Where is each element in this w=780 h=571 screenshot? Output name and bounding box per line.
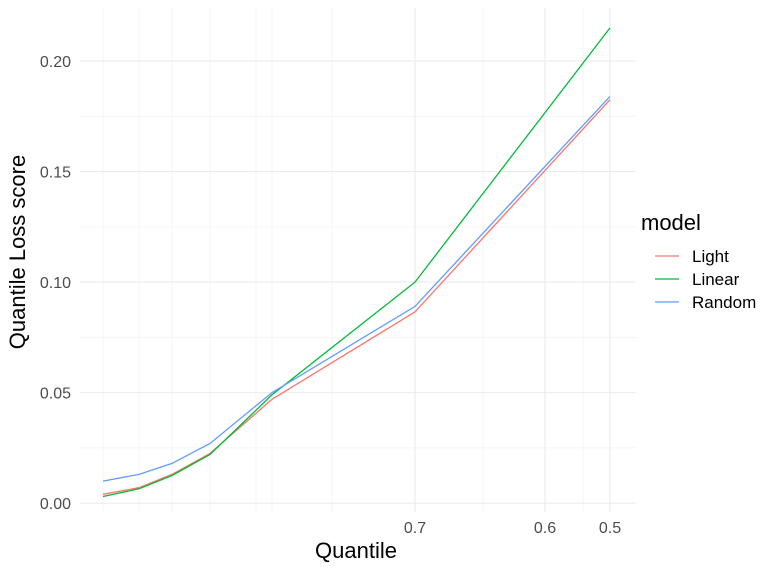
y-axis-title: Quantile Loss score (5, 155, 30, 349)
legend-label: Light (692, 247, 729, 266)
y-tick-label: 0.20 (40, 54, 71, 71)
x-tick-label: 0.7 (404, 520, 426, 537)
legend-item-light: Light (655, 247, 729, 266)
series-line-light (102, 99, 611, 495)
series-lines (102, 27, 611, 498)
legend-label: Random (692, 293, 756, 312)
y-tick-label: 0.00 (40, 496, 71, 513)
series-line-random (102, 95, 611, 482)
grid-major-lines (80, 8, 636, 512)
grid-minor-lines (80, 8, 636, 512)
series-line-linear (102, 27, 611, 498)
y-axis-tick-labels: 0.00 0.05 0.10 0.15 0.20 (40, 54, 71, 513)
y-tick-label: 0.10 (40, 275, 71, 292)
legend-title: model (641, 210, 701, 235)
legend-label: Linear (692, 270, 740, 289)
x-axis-title: Quantile (315, 538, 397, 563)
legend-items: Light Linear Random (655, 247, 756, 312)
y-tick-label: 0.15 (40, 165, 71, 182)
x-axis-tick-labels: 0.7 0.6 0.5 (404, 520, 621, 537)
x-tick-label: 0.5 (599, 520, 621, 537)
legend-item-random: Random (655, 293, 756, 312)
legend-item-linear: Linear (655, 270, 740, 289)
y-tick-label: 0.05 (40, 386, 71, 403)
legend: model Light Linear Random (641, 210, 756, 312)
x-tick-label: 0.6 (534, 520, 556, 537)
